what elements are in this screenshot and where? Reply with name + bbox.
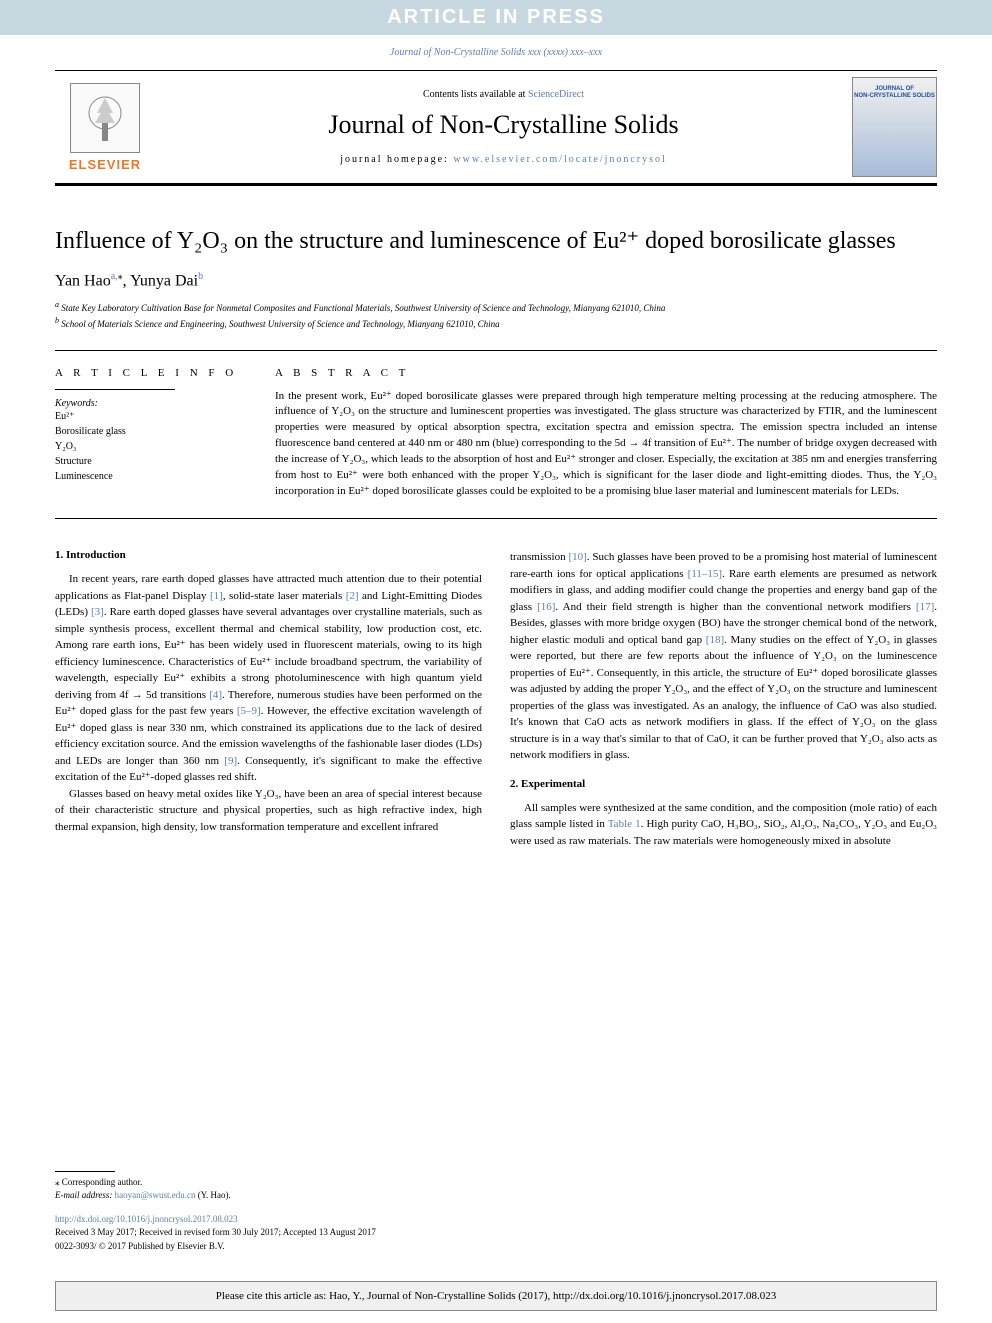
ref-10-link[interactable]: [10] — [568, 551, 586, 563]
body-column-right: transmission [10]. Such glasses have bee… — [510, 549, 937, 849]
section-2-heading: 2. Experimental — [510, 778, 937, 790]
ref-5-9-link[interactable]: [5–9] — [237, 705, 261, 717]
abstract-column: A B S T R A C T In the present work, Eu²… — [275, 367, 937, 501]
p1d: . Rare earth doped glasses have several … — [55, 606, 482, 701]
email-label: E-mail address: — [55, 1190, 115, 1200]
sciencedirect-link[interactable]: ScienceDirect — [528, 89, 584, 100]
article-content: Influence of Y₂O₃ on the structure and l… — [55, 186, 937, 849]
info-abstract-row: A R T I C L E I N F O Keywords: Eu²⁺ Bor… — [55, 367, 937, 520]
section-1-heading: 1. Introduction — [55, 549, 482, 561]
homepage-link[interactable]: www.elsevier.com/locate/jnoncrysol — [453, 154, 666, 165]
journal-name: Journal of Non-Crystalline Solids — [155, 110, 852, 140]
article-info-column: A R T I C L E I N F O Keywords: Eu²⁺ Bor… — [55, 367, 275, 501]
citation-box: Please cite this article as: Hao, Y., Jo… — [55, 1281, 937, 1311]
aff-a-text: State Key Laboratory Cultivation Base fo… — [59, 303, 665, 313]
article-info-label: A R T I C L E I N F O — [55, 367, 255, 379]
homepage-line: journal homepage: www.elsevier.com/locat… — [155, 154, 852, 165]
ref-17-link[interactable]: [17] — [916, 601, 934, 613]
journal-reference: Journal of Non-Crystalline Solids xxx (x… — [0, 35, 992, 70]
homepage-prefix: journal homepage: — [340, 154, 453, 165]
affiliation-b: b School of Materials Science and Engine… — [55, 315, 937, 332]
footer-divider — [55, 1171, 115, 1172]
keyword-2: Borosilicate glass — [55, 424, 255, 439]
cover-text-1: JOURNAL OF — [875, 86, 914, 93]
tree-svg-icon — [75, 88, 135, 148]
author-2-name: , Yunya Dai — [123, 273, 198, 290]
journal-cover-thumbnail: JOURNAL OF NON-CRYSTALLINE SOLIDS — [852, 77, 937, 177]
body-columns: 1. Introduction In recent years, rare ea… — [55, 549, 937, 849]
footer: ⁎ Corresponding author. E-mail address: … — [55, 1171, 937, 1254]
ref-16-link[interactable]: [16] — [537, 601, 555, 613]
p3a: transmission — [510, 551, 568, 563]
ref-3-link[interactable]: [3] — [91, 606, 104, 618]
keyword-1: Eu²⁺ — [55, 409, 255, 424]
keyword-5: Luminescence — [55, 469, 255, 484]
ref-18-link[interactable]: [18] — [706, 634, 724, 646]
elsevier-label: ELSEVIER — [69, 157, 141, 172]
header-center: Contents lists available at ScienceDirec… — [155, 89, 852, 165]
author-2-affil-sup: b — [198, 271, 203, 282]
divider — [55, 350, 937, 351]
table-1-link[interactable]: Table 1 — [608, 818, 641, 830]
body-column-left: 1. Introduction In recent years, rare ea… — [55, 549, 482, 849]
p2a: Glasses based on heavy metal oxides like… — [55, 788, 482, 833]
article-in-press-banner: ARTICLE IN PRESS — [0, 0, 992, 35]
author-1-affil-sup: a, — [111, 271, 118, 282]
ref-1-link[interactable]: [1] — [210, 590, 223, 602]
intro-paragraph-2-cont: transmission [10]. Such glasses have bee… — [510, 549, 937, 764]
contents-line: Contents lists available at ScienceDirec… — [155, 89, 852, 100]
cover-text-2: NON-CRYSTALLINE SOLIDS — [854, 93, 935, 100]
ref-2-link[interactable]: [2] — [346, 590, 359, 602]
keyword-3: Y₂O₃ — [55, 439, 255, 454]
authors-line: Yan Haoa,⁎, Yunya Daib — [55, 271, 937, 290]
ref-4-link[interactable]: [4] — [209, 689, 222, 701]
intro-paragraph-1: In recent years, rare earth doped glasse… — [55, 571, 482, 786]
publication-info-block: http://dx.doi.org/10.1016/j.jnoncrysol.2… — [55, 1213, 937, 1254]
info-divider — [55, 389, 175, 390]
author-1-name: Yan Hao — [55, 273, 111, 290]
author-email-link[interactable]: haoyan@swust.edu.cn — [115, 1190, 196, 1200]
elsevier-tree-icon — [70, 83, 140, 153]
email-suffix: (Y. Hao). — [195, 1190, 230, 1200]
p1b: , solid-state laser materials — [223, 590, 346, 602]
journal-header: ELSEVIER Contents lists available at Sci… — [55, 70, 937, 186]
affiliations: a State Key Laboratory Cultivation Base … — [55, 299, 937, 332]
received-dates: Received 3 May 2017; Received in revised… — [55, 1226, 937, 1240]
publisher-logo-block: ELSEVIER — [55, 83, 155, 172]
keywords-heading: Keywords: — [55, 398, 255, 409]
keyword-4: Structure — [55, 454, 255, 469]
corresponding-author-block: ⁎ Corresponding author. E-mail address: … — [55, 1176, 937, 1203]
ref-9-link[interactable]: [9] — [224, 755, 237, 767]
p3d: . And their field strength is higher tha… — [555, 601, 916, 613]
copyright-line: 0022-3093/ © 2017 Published by Elsevier … — [55, 1240, 937, 1254]
keywords-list: Eu²⁺ Borosilicate glass Y₂O₃ Structure L… — [55, 409, 255, 484]
article-title: Influence of Y₂O₃ on the structure and l… — [55, 226, 937, 257]
abstract-label: A B S T R A C T — [275, 367, 937, 379]
corr-author-marker: ⁎ Corresponding author. — [55, 1176, 937, 1190]
contents-prefix: Contents lists available at — [423, 89, 528, 100]
ref-11-15-link[interactable]: [11–15] — [688, 568, 722, 580]
abstract-text: In the present work, Eu²⁺ doped borosili… — [275, 389, 937, 501]
p3f: . Many studies on the effect of Y₂O₃ in … — [510, 634, 937, 762]
exp-paragraph-1: All samples were synthesized at the same… — [510, 800, 937, 850]
email-line: E-mail address: haoyan@swust.edu.cn (Y. … — [55, 1189, 937, 1203]
intro-paragraph-2: Glasses based on heavy metal oxides like… — [55, 786, 482, 836]
aff-b-text: School of Materials Science and Engineer… — [59, 319, 500, 329]
doi-link[interactable]: http://dx.doi.org/10.1016/j.jnoncrysol.2… — [55, 1213, 937, 1227]
affiliation-a: a State Key Laboratory Cultivation Base … — [55, 299, 937, 316]
